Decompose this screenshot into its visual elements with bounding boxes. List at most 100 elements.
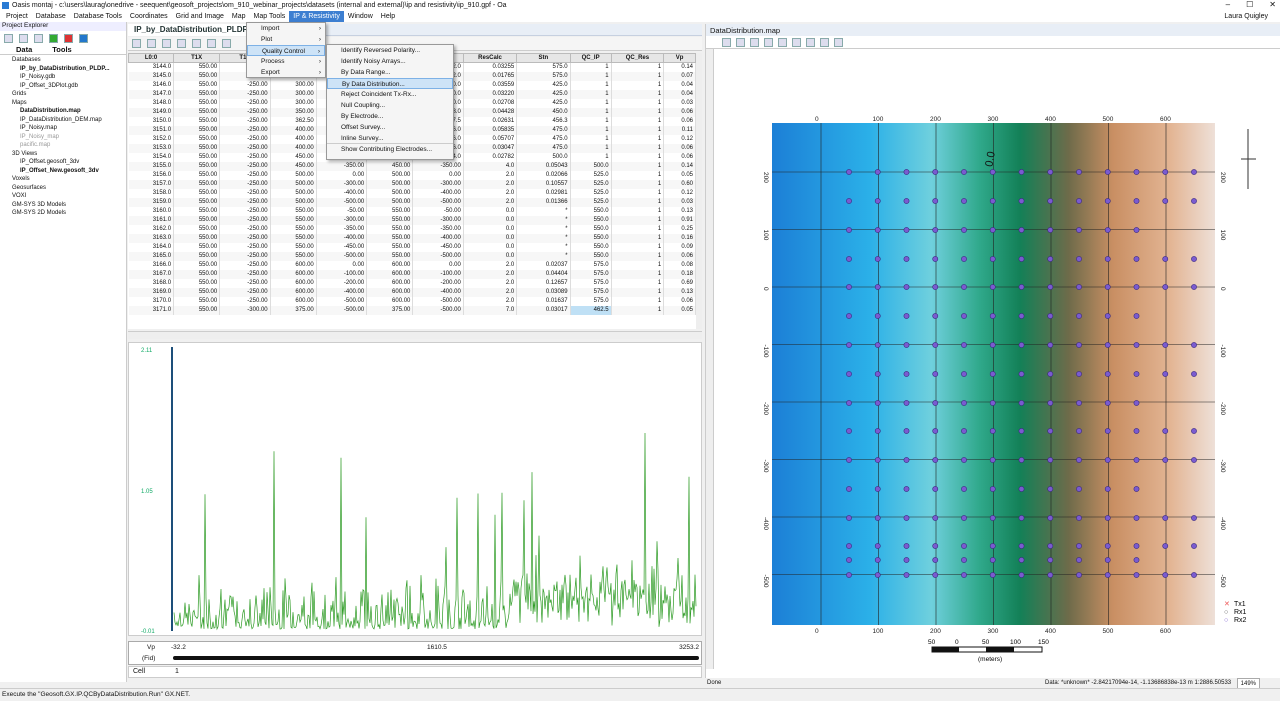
table-cell[interactable]: 1 (611, 180, 665, 189)
table-cell[interactable]: 550.0 (570, 234, 612, 243)
tree-item[interactable]: IP_Offset_New.geosoft_3dv (20, 167, 99, 174)
tree-item[interactable]: 3D Views (12, 150, 38, 157)
table-cell[interactable]: 550.00 (173, 279, 221, 288)
help-icon[interactable] (79, 33, 88, 43)
menu-project[interactable]: Project (6, 13, 28, 20)
cell-value[interactable]: 1 (175, 668, 179, 675)
table-cell[interactable]: -250.00 (219, 216, 271, 225)
menu-ip-resistivity[interactable]: IP & Resistivity (289, 11, 344, 22)
table-cell[interactable]: 0.03017 (516, 306, 571, 315)
table-cell[interactable]: -250.00 (219, 297, 271, 306)
table-cell[interactable]: 575.0 (570, 297, 612, 306)
table-cell[interactable]: 3154.0 (128, 153, 175, 162)
table-cell[interactable]: 0.06 (663, 144, 696, 153)
qc-menu-item[interactable]: Identify Noisy Arrays... (341, 58, 406, 65)
table-cell[interactable]: -500.00 (316, 297, 368, 306)
table-cell[interactable]: 0.16 (663, 234, 696, 243)
table-cell[interactable]: 1 (570, 144, 612, 153)
table-row[interactable]: 3161.0 550.00 -250.00 550.00 -300.00 550.00 -3… (128, 216, 696, 225)
table-cell[interactable]: 1 (611, 126, 665, 135)
tb-icon-2[interactable] (147, 39, 156, 48)
table-cell[interactable]: 550.00 (173, 198, 221, 207)
table-cell[interactable]: 0.01637 (516, 297, 571, 306)
table-cell[interactable]: 300.00 (270, 81, 317, 90)
table-row[interactable]: 3160.0 550.00 -250.00 550.00 -50.00 550.00 -50… (128, 207, 696, 216)
table-cell[interactable]: 550.00 (366, 216, 414, 225)
table-cell[interactable]: * (516, 243, 571, 252)
zoom-out-icon[interactable] (764, 37, 773, 47)
table-cell[interactable]: 3168.0 (128, 279, 175, 288)
table-cell[interactable]: * (516, 207, 571, 216)
table-cell[interactable]: 0.04428 (463, 108, 518, 117)
table-cell[interactable]: 3160.0 (128, 207, 175, 216)
table-cell[interactable]: 0.02037 (516, 261, 571, 270)
table-cell[interactable]: 550.00 (173, 189, 221, 198)
table-cell[interactable]: 1 (611, 153, 665, 162)
table-cell[interactable]: 0.05835 (463, 126, 518, 135)
table-cell[interactable]: 425.0 (516, 99, 571, 108)
table-cell[interactable]: -400.00 (412, 288, 464, 297)
table-cell[interactable]: 525.0 (570, 198, 612, 207)
table-cell[interactable]: 550.00 (270, 243, 317, 252)
table-cell[interactable]: -400.00 (316, 288, 368, 297)
table-cell[interactable]: -250.00 (219, 171, 271, 180)
maximize-icon[interactable]: ☐ (1246, 0, 1254, 9)
table-row[interactable]: 3166.0 550.00 -250.00 600.00 0.00 600.00 0.00 2… (128, 261, 696, 270)
table-cell[interactable]: 462.5 (570, 306, 612, 315)
table-cell[interactable]: 0.05 (663, 306, 696, 315)
select-icon[interactable] (722, 37, 731, 47)
table-cell[interactable]: 3167.0 (128, 270, 175, 279)
table-cell[interactable]: 0.06 (663, 297, 696, 306)
table-cell[interactable]: 575.0 (570, 288, 612, 297)
table-row[interactable]: 3167.0 550.00 -250.00 600.00 -100.00 600.00 -1… (128, 270, 696, 279)
menu-database-tools[interactable]: Database Tools (73, 13, 122, 20)
table-cell[interactable]: -250.00 (219, 108, 271, 117)
table-cell[interactable]: 550.00 (173, 90, 221, 99)
table-cell[interactable]: 550.0 (570, 207, 612, 216)
qc-menu-item[interactable]: Identify Reversed Polarity... (341, 47, 420, 54)
table-cell[interactable]: 0.60 (663, 180, 696, 189)
table-cell[interactable]: 3153.0 (128, 144, 175, 153)
table-cell[interactable]: 425.0 (516, 81, 571, 90)
table-cell[interactable]: -450.00 (316, 243, 368, 252)
table-cell[interactable]: 1 (570, 72, 612, 81)
table-cell[interactable]: 3157.0 (128, 180, 175, 189)
table-cell[interactable]: 2.0 (463, 297, 518, 306)
table-cell[interactable]: 0.02782 (463, 153, 518, 162)
menu-map[interactable]: Map (231, 13, 246, 20)
table-cell[interactable]: 550.00 (173, 207, 221, 216)
table-cell[interactable]: 3165.0 (128, 252, 175, 261)
table-cell[interactable]: 550.00 (173, 135, 221, 144)
table-cell[interactable]: -250.00 (219, 99, 271, 108)
table-cell[interactable]: 500.0 (516, 153, 571, 162)
table-cell[interactable]: 575.0 (570, 270, 612, 279)
tb-icon-4[interactable] (177, 39, 186, 48)
map-manager-tab[interactable] (706, 49, 714, 669)
table-cell[interactable]: 3158.0 (128, 189, 175, 198)
table-cell[interactable]: -250.00 (219, 234, 271, 243)
table-cell[interactable]: 1 (570, 90, 612, 99)
table-cell[interactable]: 0.03 (663, 198, 696, 207)
table-row[interactable]: 3156.0 550.00 -250.00 500.00 0.00 500.00 0.00 2… (128, 171, 696, 180)
table-cell[interactable]: 0.0 (463, 252, 518, 261)
table-cell[interactable]: 1 (611, 117, 665, 126)
tree-item[interactable]: DataDistribution.map (20, 108, 81, 114)
table-cell[interactable]: 1 (611, 297, 665, 306)
table-cell[interactable]: 0.12657 (516, 279, 571, 288)
table-cell[interactable]: 600.00 (270, 279, 317, 288)
table-row[interactable]: 3171.0 550.00 -300.00 375.00 -500.00 375.00 -5… (128, 306, 696, 315)
table-row[interactable]: 3159.0 550.00 -250.00 500.00 -500.00 500.00 -5… (128, 198, 696, 207)
table-cell[interactable]: 550.00 (173, 297, 221, 306)
table-cell[interactable]: 575.0 (516, 72, 571, 81)
table-cell[interactable]: 2.0 (463, 261, 518, 270)
table-cell[interactable]: 550.00 (173, 153, 221, 162)
table-cell[interactable]: 1 (611, 261, 665, 270)
table-cell[interactable]: 1 (611, 306, 665, 315)
table-cell[interactable]: 0.14 (663, 162, 696, 171)
table-cell[interactable]: 550.0 (570, 252, 612, 261)
table-cell[interactable]: 0.07 (663, 72, 696, 81)
table-cell[interactable]: 550.00 (173, 180, 221, 189)
column-header[interactable]: Stn (516, 53, 571, 63)
table-cell[interactable]: 400.00 (270, 144, 317, 153)
table-cell[interactable]: 450.0 (516, 108, 571, 117)
